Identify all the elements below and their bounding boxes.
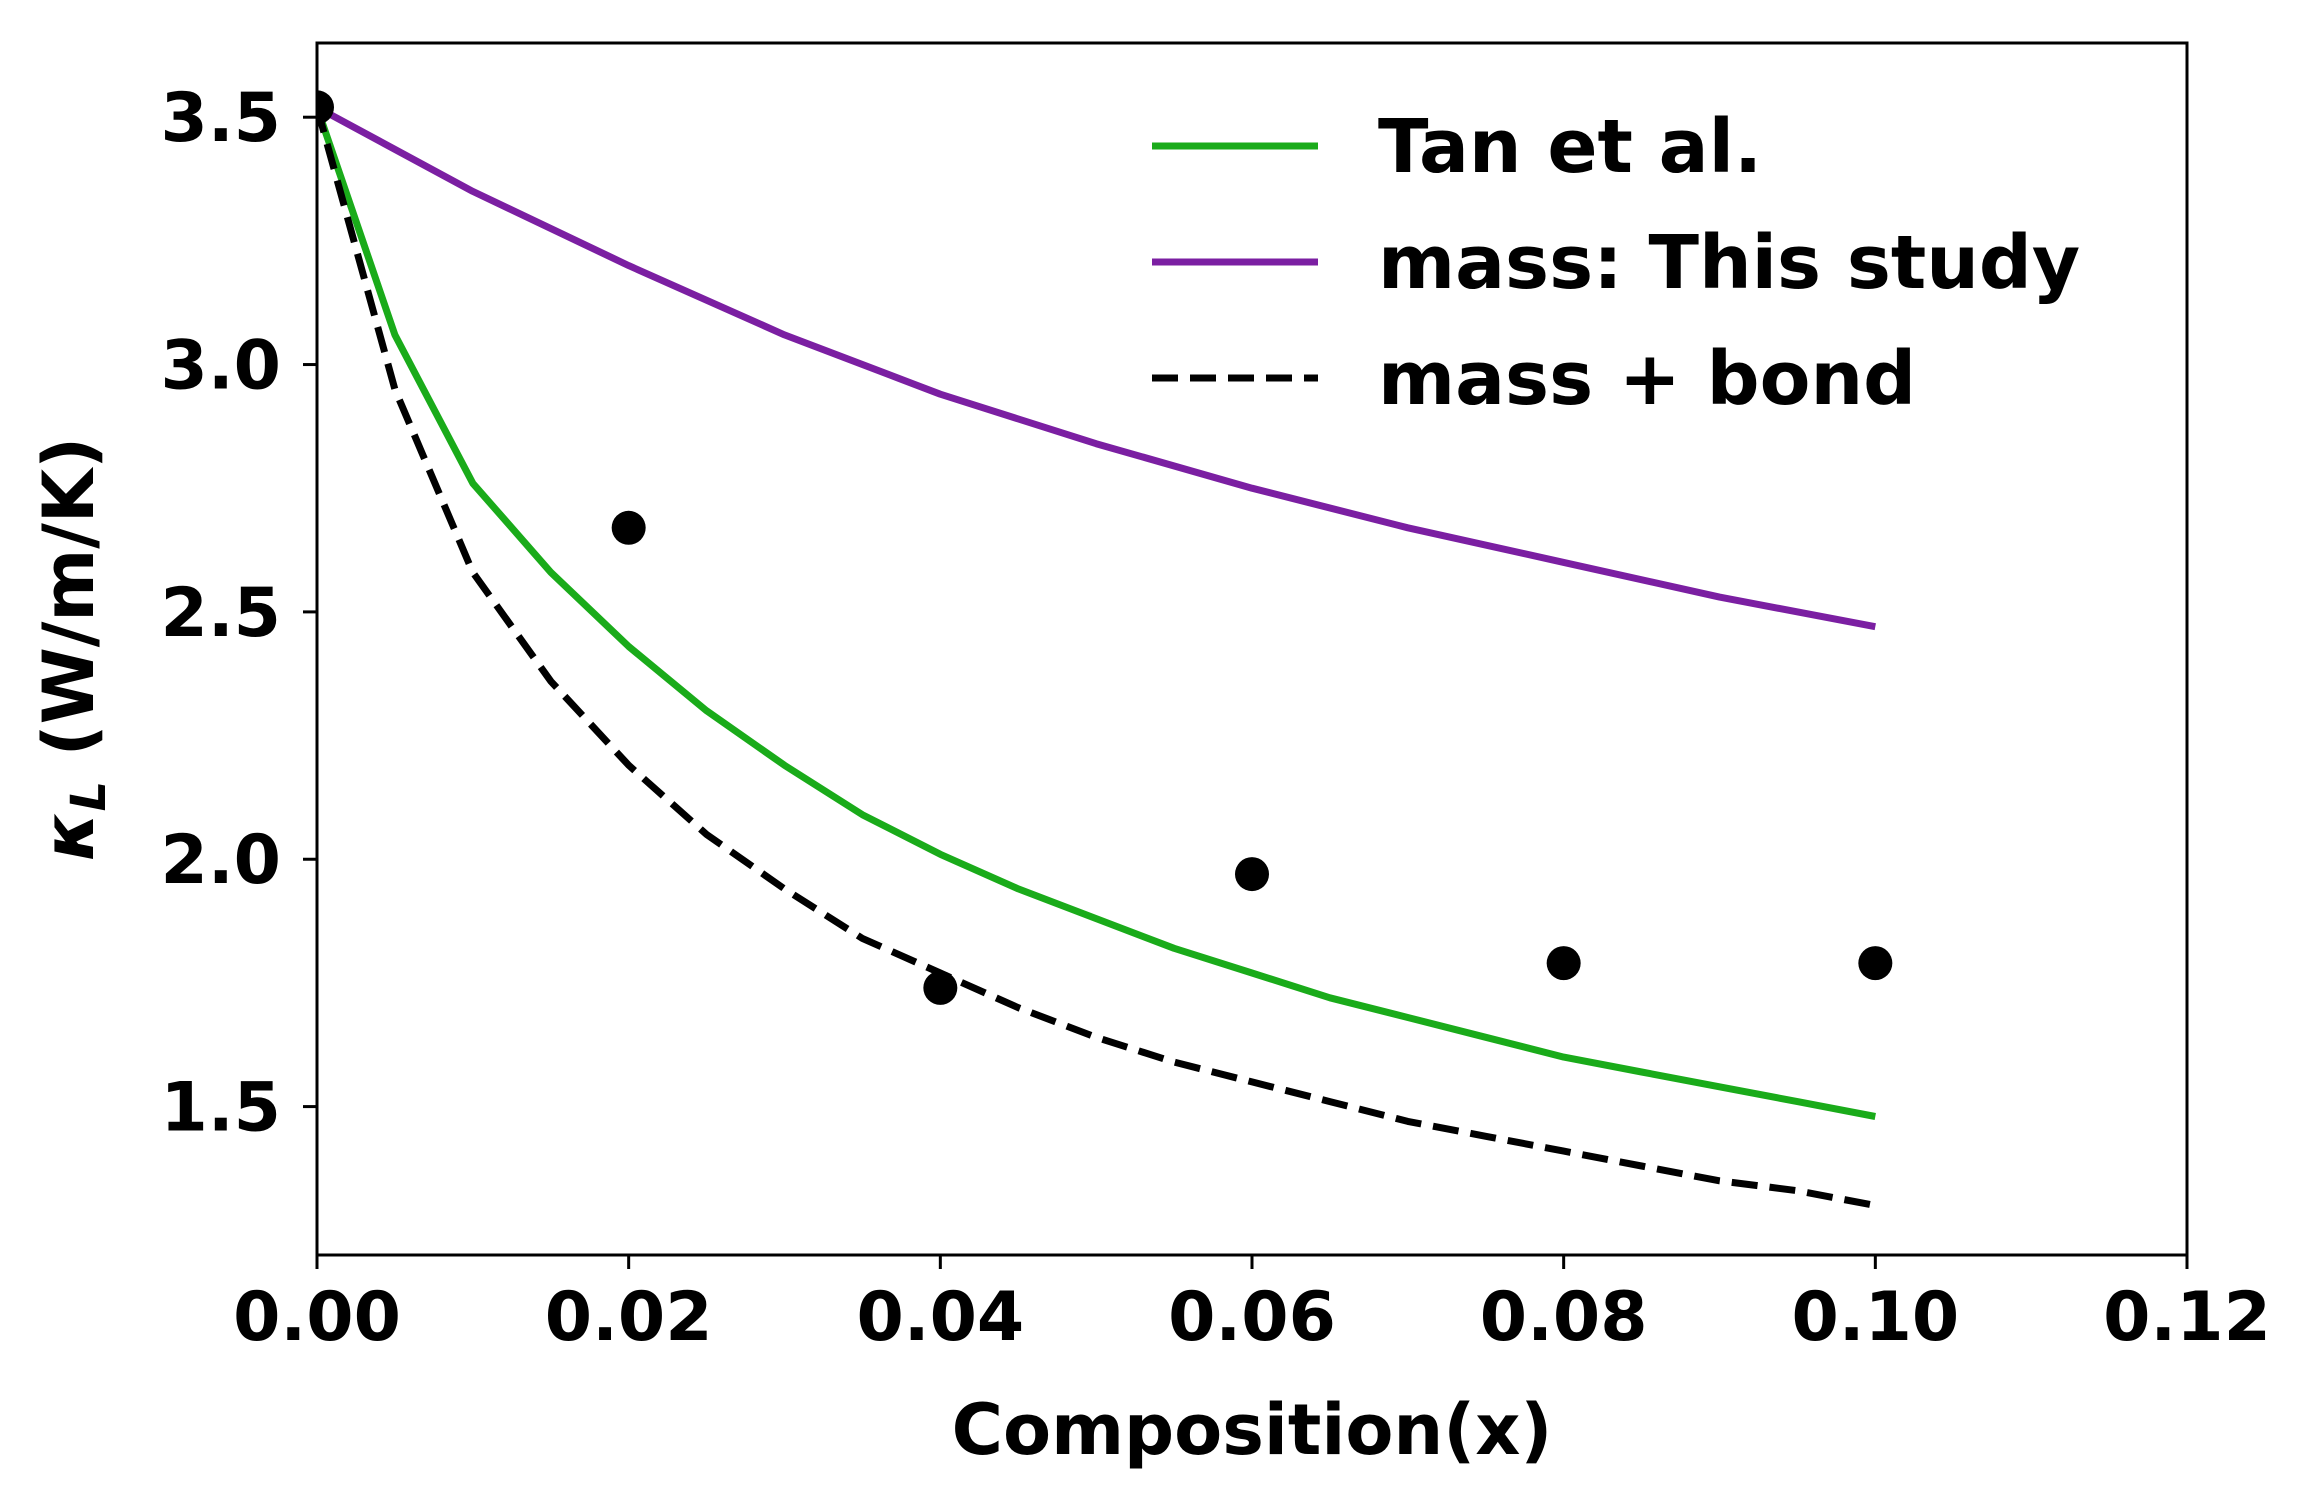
y-tick-label: 3.0 xyxy=(161,327,281,406)
data-point xyxy=(611,510,646,545)
x-tick-label: 0.10 xyxy=(1791,1278,1959,1357)
series-line-1 xyxy=(317,106,1876,1120)
data-point xyxy=(1858,946,1893,981)
legend-label: Tan et al. xyxy=(1378,104,1762,190)
data-point xyxy=(1546,946,1581,981)
x-tick-label: 0.00 xyxy=(233,1278,401,1357)
x-tick-label: 0.12 xyxy=(2103,1278,2271,1357)
legend: Tan et al. mass: This study mass + bond xyxy=(1152,104,2080,422)
data-point xyxy=(317,90,334,125)
y-axis-label-unit: (W/m/K) xyxy=(28,437,110,781)
x-tick-label: 0.06 xyxy=(1168,1278,1336,1357)
y-tick-label: 3.5 xyxy=(161,79,281,158)
x-tick-label: 0.04 xyxy=(856,1278,1024,1357)
legend-label: mass: This study xyxy=(1378,220,2080,306)
x-tick-label: 0.08 xyxy=(1480,1278,1648,1357)
series-layer xyxy=(317,90,1893,1209)
y-axis-label-subscript: L xyxy=(61,781,117,812)
data-point xyxy=(1235,857,1269,892)
x-axis-label: Composition(x) xyxy=(952,1389,1553,1471)
y-axis-label: κL (W/m/K) xyxy=(28,437,117,861)
y-axis-label-symbol: κ xyxy=(28,811,110,861)
y-tick-label: 1.5 xyxy=(161,1069,281,1148)
x-tick-label: 0.02 xyxy=(545,1278,713,1357)
series-line-2 xyxy=(317,104,1876,631)
y-axis: 1.5 2.0 2.5 3.0 3.5 xyxy=(161,79,317,1148)
x-axis: 0.00 0.02 0.04 0.06 0.08 0.10 0.12 xyxy=(233,1255,2271,1357)
series-line-3 xyxy=(317,106,1876,1209)
y-tick-label: 2.5 xyxy=(161,574,281,653)
y-tick-label: 2.0 xyxy=(161,821,281,900)
data-point xyxy=(923,970,958,1005)
legend-label: mass + bond xyxy=(1378,336,1916,422)
